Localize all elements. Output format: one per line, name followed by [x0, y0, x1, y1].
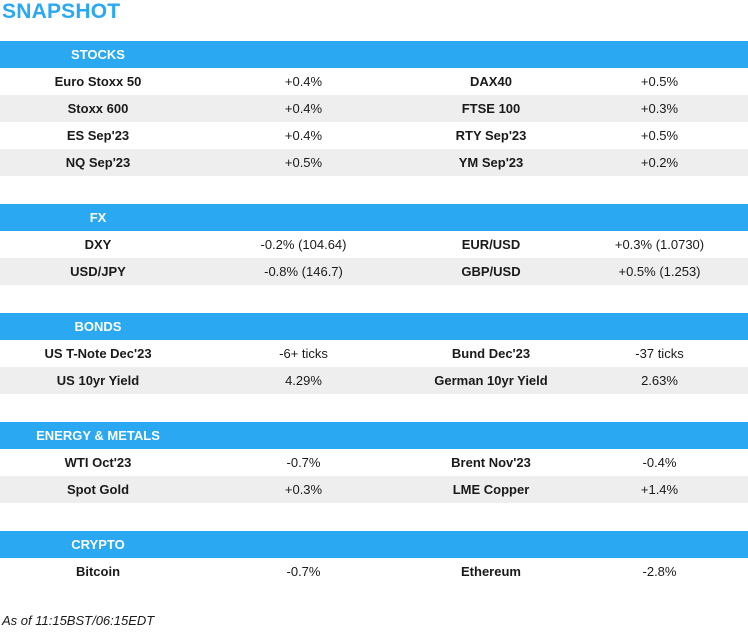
- section-header-label: CRYPTO: [71, 537, 125, 552]
- instrument-name: Euro Stoxx 50: [54, 74, 142, 89]
- instrument-value: +0.3%: [284, 482, 323, 497]
- instrument-value: +0.4%: [284, 101, 323, 116]
- instrument-value: 2.63%: [641, 373, 678, 388]
- page-title: SNAPSHOT: [2, 0, 121, 23]
- instrument-name: ES Sep'23: [66, 128, 130, 143]
- table-row: US T-Note Dec'23 -6+ ticks Bund Dec'23 -…: [0, 340, 748, 367]
- section-crypto: CRYPTO Bitcoin -0.7% Ethereum -2.8%: [0, 531, 748, 585]
- instrument-value: +0.5%: [640, 74, 679, 89]
- instrument-name: WTI Oct'23: [64, 455, 132, 470]
- instrument-value: +0.4%: [284, 74, 323, 89]
- table-row: ES Sep'23 +0.4% RTY Sep'23 +0.5%: [0, 122, 748, 149]
- instrument-value: -6+ ticks: [279, 346, 328, 361]
- section-fx: FX DXY -0.2% (104.64) EUR/USD +0.3% (1.0…: [0, 204, 748, 285]
- section-header: ENERGY & METALS: [0, 422, 748, 449]
- instrument-value: 4.29%: [285, 373, 322, 388]
- instrument-name: US T-Note Dec'23: [44, 346, 152, 361]
- section-header-label: ENERGY & METALS: [36, 428, 160, 443]
- timestamp-footer: As of 11:15BST/06:15EDT: [2, 613, 155, 628]
- instrument-name: Ethereum: [461, 564, 521, 579]
- instrument-value: +1.4%: [640, 482, 679, 497]
- section-header: STOCKS: [0, 41, 748, 68]
- table-row: WTI Oct'23 -0.7% Brent Nov'23 -0.4%: [0, 449, 748, 476]
- instrument-name: EUR/USD: [461, 237, 521, 252]
- table-row: Euro Stoxx 50 +0.4% DAX40 +0.5%: [0, 68, 748, 95]
- instrument-value: +0.5%: [284, 155, 323, 170]
- section-header: BONDS: [0, 313, 748, 340]
- instrument-name: USD/JPY: [70, 264, 126, 279]
- table-row: US 10yr Yield 4.29% German 10yr Yield 2.…: [0, 367, 748, 394]
- instrument-name: Bitcoin: [75, 564, 121, 579]
- instrument-name: German 10yr Yield: [434, 373, 548, 388]
- section-energy-metals: ENERGY & METALS WTI Oct'23 -0.7% Brent N…: [0, 422, 748, 503]
- instrument-value: -0.4%: [642, 455, 677, 470]
- instrument-name: LME Copper: [452, 482, 530, 497]
- instrument-name: YM Sep'23: [458, 155, 524, 170]
- section-header-label: FX: [89, 210, 107, 225]
- section-header-label: BONDS: [74, 319, 122, 334]
- instrument-value: -0.8% (146.7): [264, 264, 343, 279]
- instrument-value: +0.4%: [284, 128, 323, 143]
- instrument-value: -0.7%: [286, 455, 321, 470]
- table-row: NQ Sep'23 +0.5% YM Sep'23 +0.2%: [0, 149, 748, 176]
- instrument-name: Brent Nov'23: [451, 455, 531, 470]
- instrument-value: +0.5% (1.253): [618, 264, 701, 279]
- section-header: FX: [0, 204, 748, 231]
- instrument-value: +0.2%: [640, 155, 679, 170]
- section-header-label: STOCKS: [71, 47, 125, 62]
- section-header: CRYPTO: [0, 531, 748, 558]
- table-row: Spot Gold +0.3% LME Copper +1.4%: [0, 476, 748, 503]
- instrument-value: +0.3% (1.0730): [614, 237, 705, 252]
- instrument-value: -0.2% (104.64): [260, 237, 347, 252]
- table-row: USD/JPY -0.8% (146.7) GBP/USD +0.5% (1.2…: [0, 258, 748, 285]
- instrument-value: -2.8%: [642, 564, 677, 579]
- instrument-name: Spot Gold: [66, 482, 130, 497]
- instrument-name: NQ Sep'23: [65, 155, 131, 170]
- instrument-value: -0.7%: [286, 564, 321, 579]
- table-row: Stoxx 600 +0.4% FTSE 100 +0.3%: [0, 95, 748, 122]
- instrument-name: DXY: [84, 237, 112, 252]
- table-row: Bitcoin -0.7% Ethereum -2.8%: [0, 558, 748, 585]
- instrument-name: Stoxx 600: [67, 101, 129, 116]
- section-stocks: STOCKS Euro Stoxx 50 +0.4% DAX40 +0.5% S…: [0, 41, 748, 176]
- instrument-name: GBP/USD: [461, 264, 521, 279]
- table-row: DXY -0.2% (104.64) EUR/USD +0.3% (1.0730…: [0, 231, 748, 258]
- section-bonds: BONDS US T-Note Dec'23 -6+ ticks Bund De…: [0, 313, 748, 394]
- instrument-value: +0.5%: [640, 128, 679, 143]
- instrument-name: US 10yr Yield: [56, 373, 140, 388]
- instrument-value: +0.3%: [640, 101, 679, 116]
- instrument-value: -37 ticks: [635, 346, 684, 361]
- instrument-name: RTY Sep'23: [455, 128, 527, 143]
- instrument-name: DAX40: [470, 74, 512, 89]
- instrument-name: FTSE 100: [461, 101, 521, 116]
- instrument-name: Bund Dec'23: [451, 346, 531, 361]
